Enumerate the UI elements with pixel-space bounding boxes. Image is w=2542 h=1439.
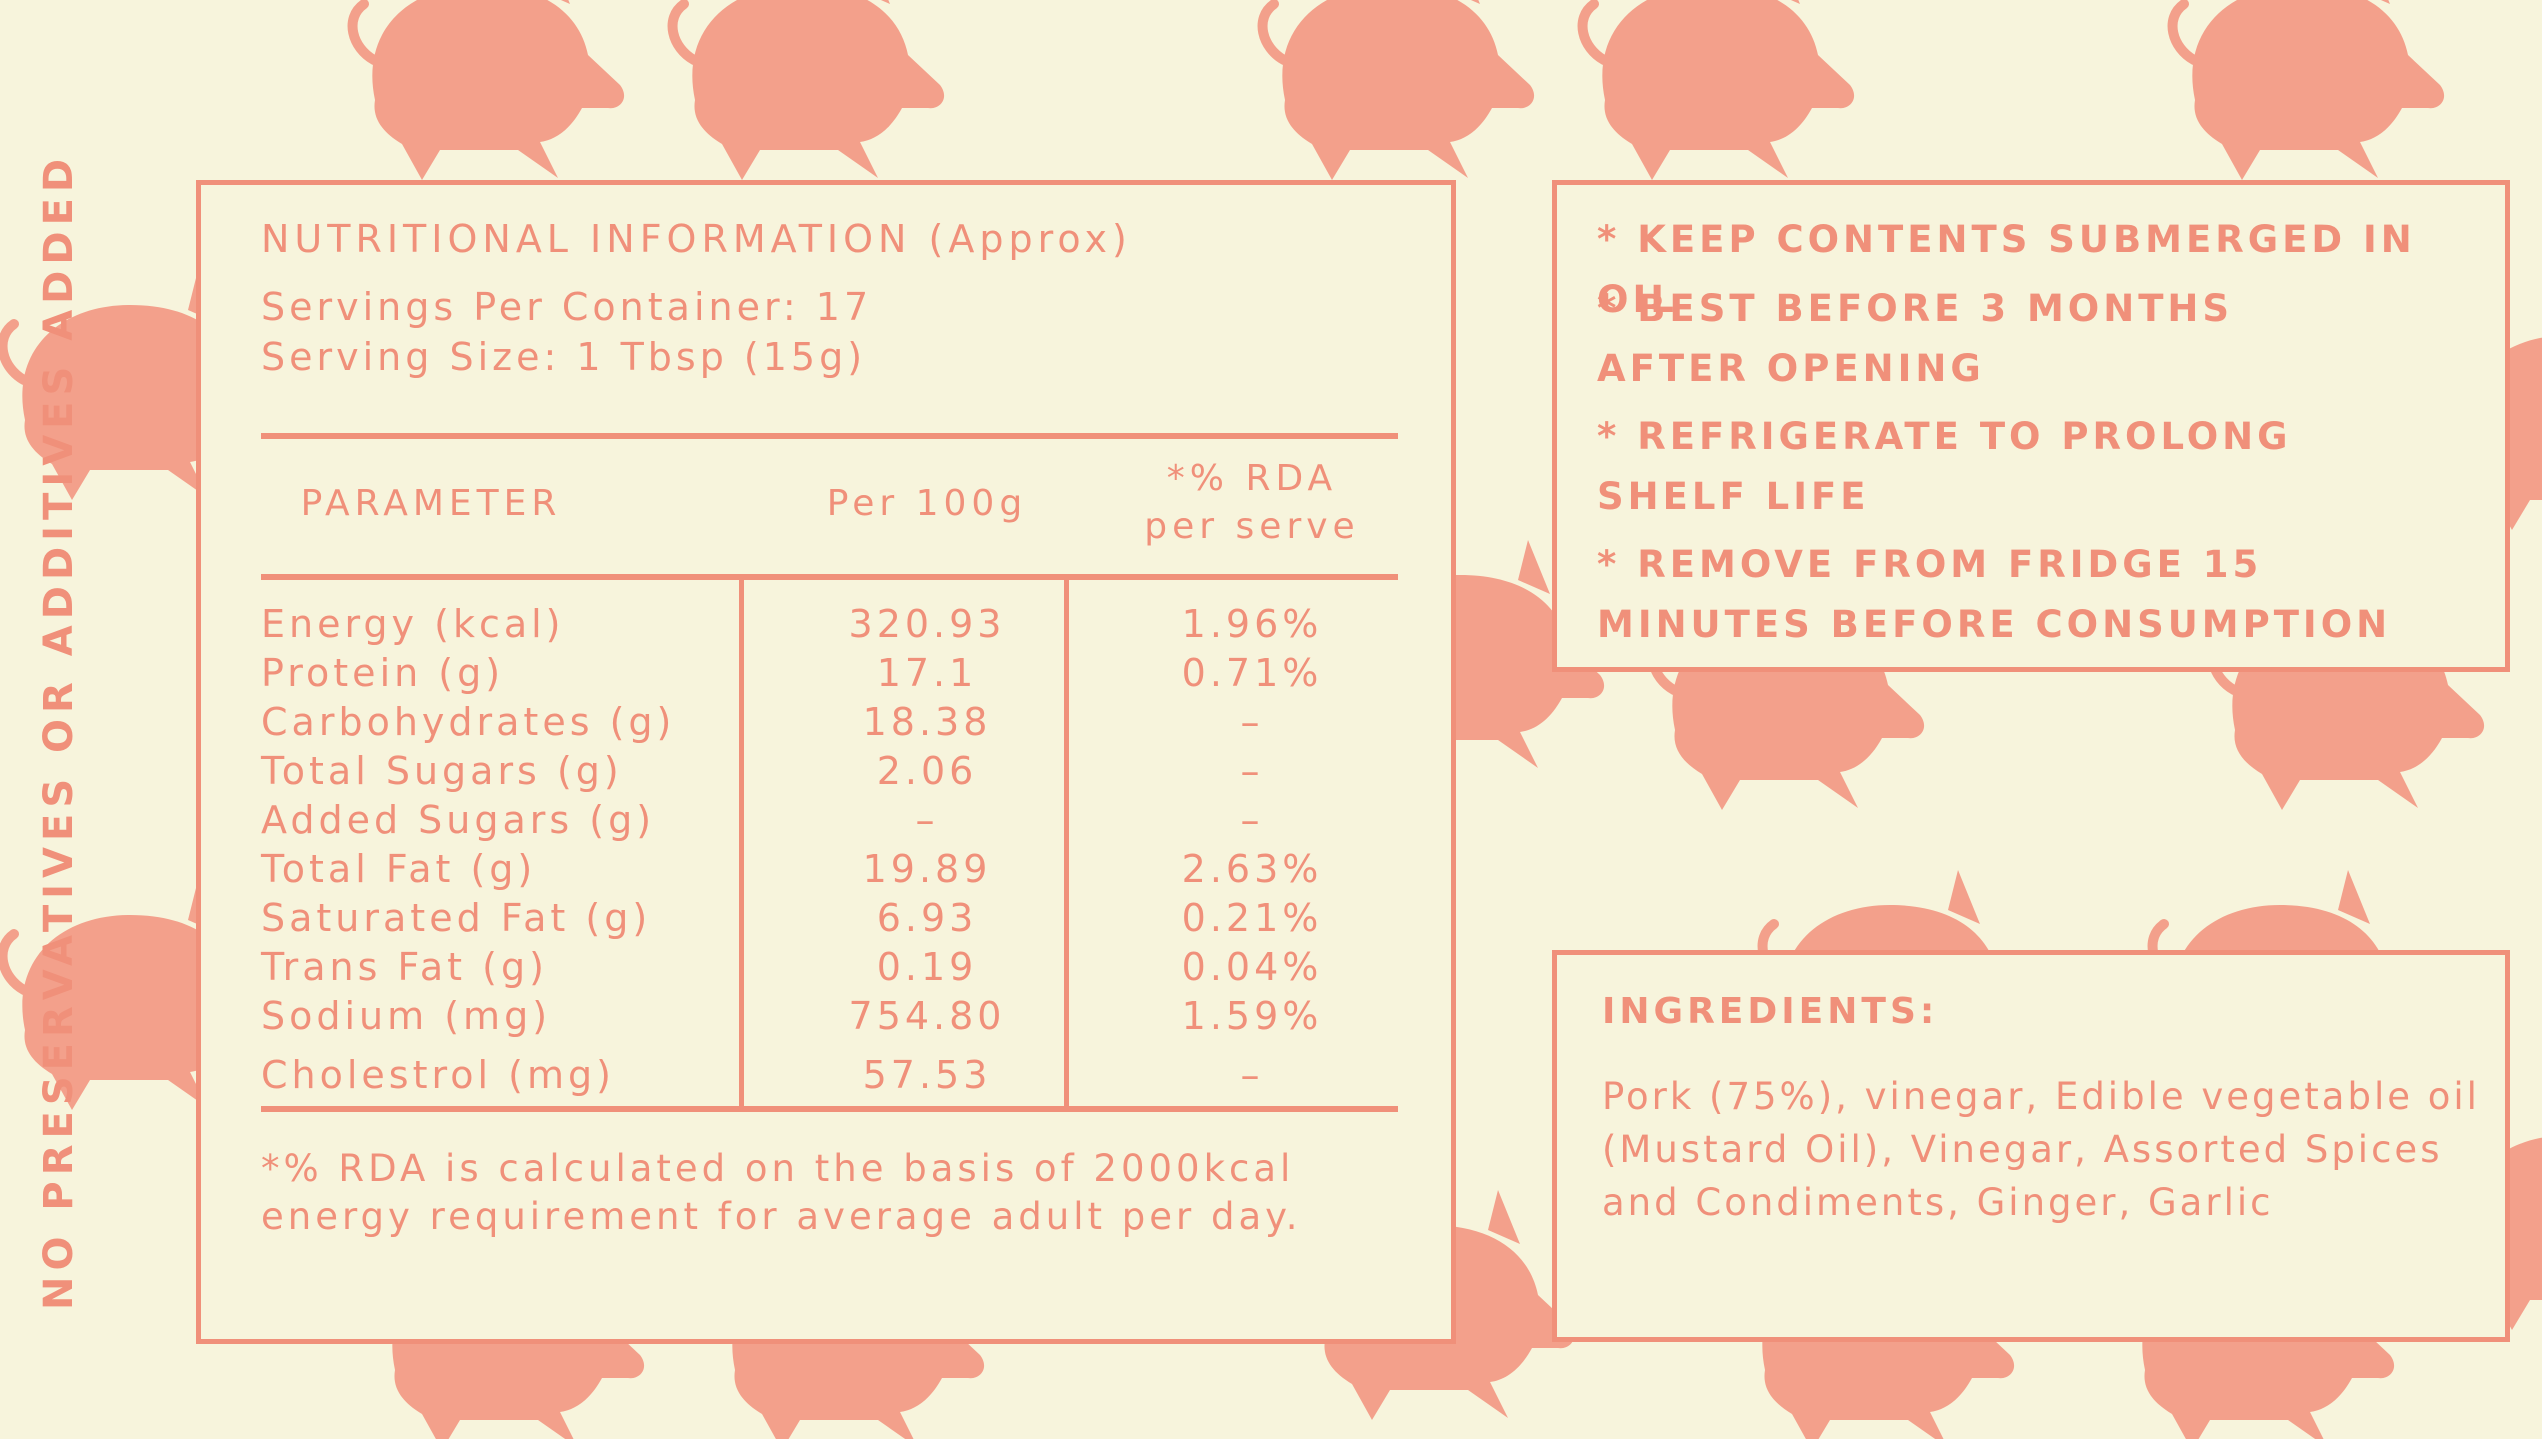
table-header-rule (261, 574, 1398, 580)
pig-icon (2173, 0, 2445, 180)
pig-icon (353, 0, 625, 180)
row-name: Trans Fat (g) (261, 945, 548, 989)
row-name: Added Sugars (g) (261, 798, 656, 842)
table-bottom-rule (261, 1106, 1398, 1112)
serving-size: Serving Size: 1 Tbsp (15g) (261, 335, 867, 379)
rda-footnote: *% RDA is calculated on the basis of 200… (261, 1147, 1302, 1238)
storage-tip: * BEST BEFORE 3 MONTHS AFTER OPENING (1597, 287, 2234, 390)
row-rda: 1.96% (1181, 602, 1323, 646)
row-rda: – (1240, 798, 1264, 842)
storage-tip: * REFRIGERATE TO PROLONG SHELF LIFE (1597, 415, 2292, 518)
servings-per-container: Servings Per Container: 17 (261, 285, 873, 329)
row-name: Sodium (mg) (261, 994, 552, 1038)
row-rda: 1.59% (1181, 994, 1323, 1038)
header-rda: *% RDA per serve (1092, 455, 1412, 551)
row-per-100g: 18.38 (862, 700, 992, 744)
row-per-100g: 2.06 (876, 749, 978, 793)
row-per-100g: 6.93 (876, 896, 978, 940)
row-rda: – (1240, 1053, 1264, 1097)
row-per-100g: 320.93 (848, 602, 1006, 646)
nutrition-title: NUTRITIONAL INFORMATION (Approx) (261, 217, 1132, 261)
row-name: Energy (kcal) (261, 602, 565, 646)
row-per-100g: 754.80 (848, 994, 1006, 1038)
row-rda: 0.21% (1181, 896, 1323, 940)
row-name: Protein (g) (261, 651, 505, 695)
side-text: NO PRESERVATIVES OR ADDITIVES ADDED (36, 152, 82, 1310)
row-name: Carbohydrates (g) (261, 700, 676, 744)
pig-icon (1263, 0, 1535, 180)
table-top-rule (261, 433, 1398, 439)
row-per-100g: 57.53 (862, 1053, 992, 1097)
pig-icon (1583, 0, 1855, 180)
row-per-100g: 17.1 (876, 651, 978, 695)
ingredients-title: INGREDIENTS: (1602, 991, 1939, 1032)
row-rda: – (1240, 700, 1264, 744)
table-column-divider (739, 580, 744, 1106)
storage-panel: * KEEP CONTENTS SUBMERGED IN OIL * BEST … (1552, 180, 2510, 672)
row-name: Saturated Fat (g) (261, 896, 652, 940)
row-name: Total Sugars (g) (261, 749, 623, 793)
row-rda: 0.04% (1181, 945, 1323, 989)
header-parameter: PARAMETER (300, 483, 562, 524)
storage-tip: * KEEP CONTENTS SUBMERGED IN OIL (1597, 218, 2416, 321)
header-per-100g: Per 100g (826, 483, 1028, 524)
row-rda: 2.63% (1181, 847, 1323, 891)
ingredients-text: Pork (75%), vinegar, Edible vegetable oi… (1602, 1075, 2480, 1224)
header-rda-line2: per serve (1144, 506, 1360, 547)
row-per-100g: 0.19 (876, 945, 978, 989)
nutrition-panel: NUTRITIONAL INFORMATION (Approx) Serving… (196, 180, 1456, 1344)
ingredients-panel: INGREDIENTS: Pork (75%), vinegar, Edible… (1552, 950, 2510, 1342)
row-name: Cholestrol (mg) (261, 1053, 615, 1097)
table-column-divider (1064, 580, 1069, 1106)
row-per-100g: 19.89 (862, 847, 992, 891)
row-rda: – (1240, 749, 1264, 793)
row-per-100g: – (915, 798, 939, 842)
header-rda-line1: *% RDA (1166, 458, 1338, 499)
pig-icon (673, 0, 945, 180)
row-rda: 0.71% (1181, 651, 1323, 695)
storage-tip: * REMOVE FROM FRIDGE 15 MINUTES BEFORE C… (1597, 543, 2392, 646)
row-name: Total Fat (g) (261, 847, 537, 891)
